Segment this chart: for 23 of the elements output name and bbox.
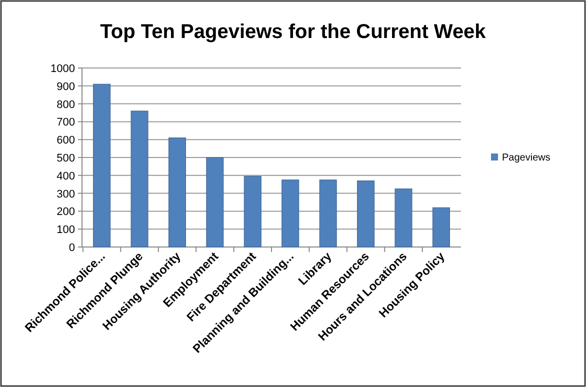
y-tick-label: 300 <box>56 188 75 200</box>
bar <box>168 138 186 248</box>
y-tick-label: 400 <box>56 170 75 182</box>
y-tick-label: 700 <box>56 116 75 129</box>
y-tick-label: 800 <box>56 98 75 111</box>
y-tick-label: 200 <box>56 206 75 218</box>
bar <box>394 188 412 248</box>
y-tick-label: 500 <box>56 152 75 164</box>
chart-title: Top Ten Pageviews for the Current Week <box>100 21 487 43</box>
y-tick-label: 1000 <box>50 63 75 75</box>
bar <box>206 157 224 248</box>
bar <box>319 180 337 248</box>
legend-label: Pageviews <box>502 152 550 164</box>
y-tick-label: 900 <box>56 80 75 93</box>
y-tick-label: 600 <box>56 134 75 147</box>
bar <box>130 110 148 248</box>
bar <box>244 176 262 248</box>
y-tick-label: 0 <box>68 242 75 254</box>
bar <box>432 207 450 248</box>
y-tick-label: 100 <box>56 224 75 236</box>
bar <box>357 180 375 248</box>
bar <box>93 84 111 248</box>
bar <box>282 180 300 248</box>
